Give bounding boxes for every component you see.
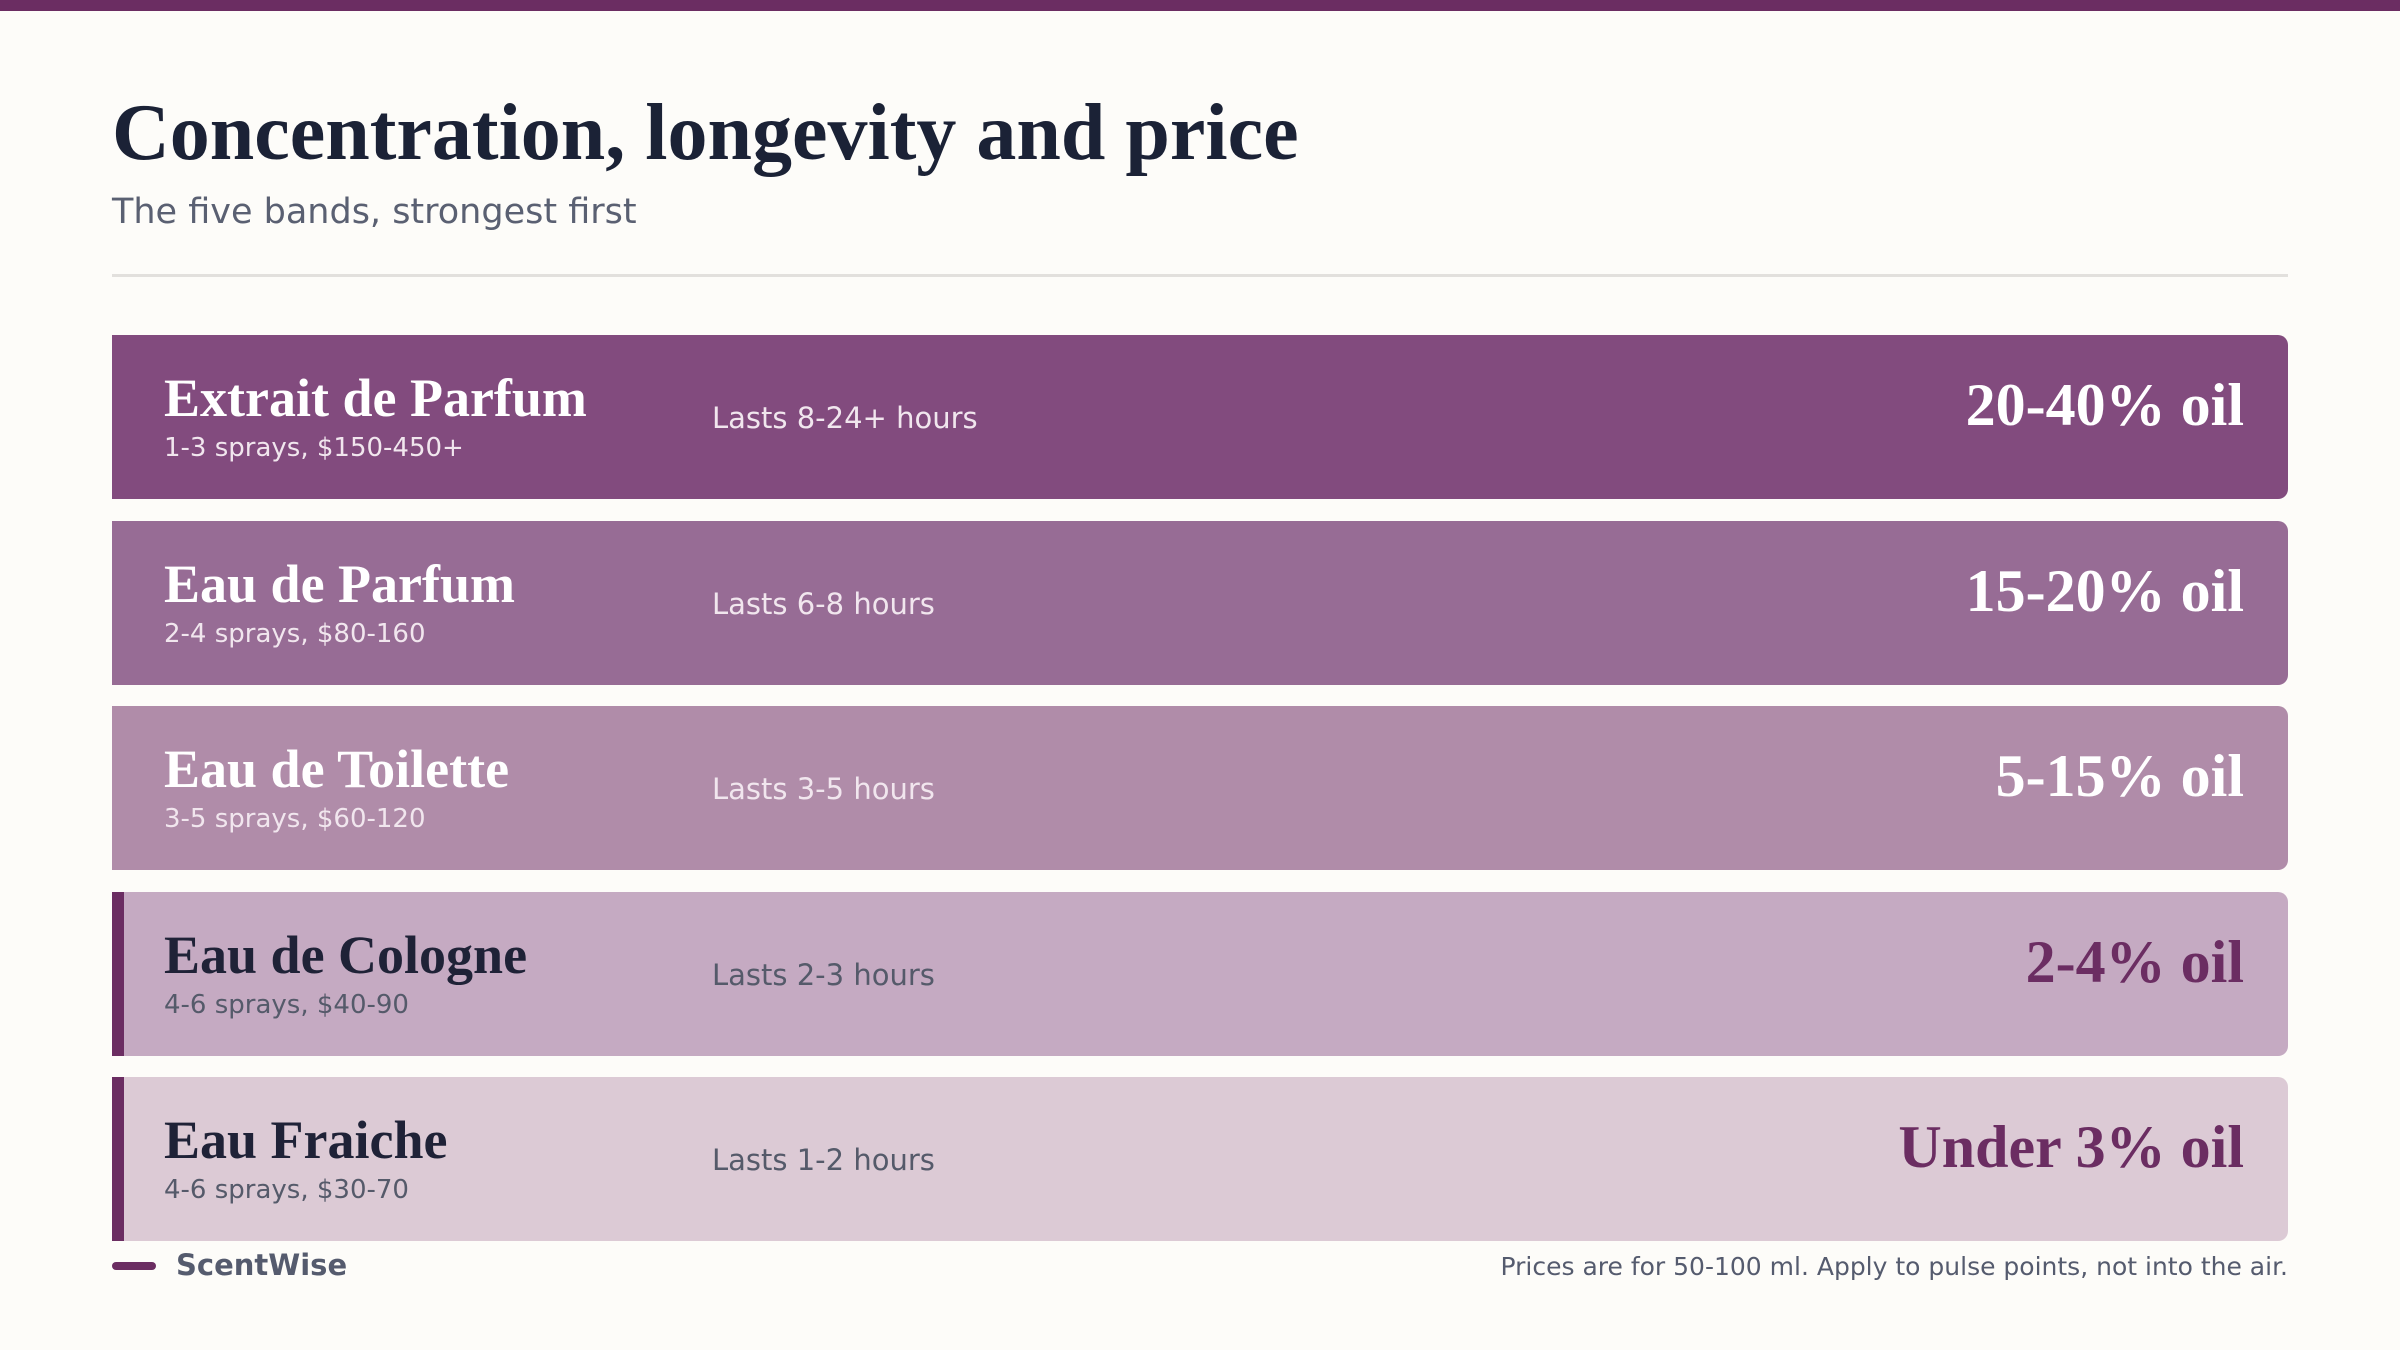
band-row: Eau Fraiche 4-6 sprays, $30-70 Lasts 1-2 h…: [112, 1077, 2288, 1241]
band-longevity: Lasts 3-5 hours: [712, 772, 935, 806]
band-longevity: Lasts 1-2 hours: [712, 1143, 935, 1177]
band-longevity: Lasts 2-3 hours: [712, 957, 935, 992]
subtitle: The five bands, strongest first: [112, 192, 637, 232]
band-detail: 4-6 sprays, $30-70: [164, 1175, 409, 1205]
band-longevity: Lasts 6-8 hours: [712, 586, 935, 621]
band-name: Eau Fraiche: [164, 1110, 448, 1170]
band-detail: 2-4 sprays, $80-160: [164, 618, 426, 649]
band-concentration: 20-40% oil: [1965, 372, 2244, 438]
band-longevity: Lasts 8-24+ hours: [712, 401, 978, 435]
row-accent: [112, 520, 124, 685]
row-accent: [112, 335, 124, 499]
band-row: Extrait de Parfum 1-3 sprays, $150-450+ La…: [112, 335, 2288, 499]
band-detail: 4-6 sprays, $40-90: [164, 989, 409, 1020]
band-name: Eau de Parfum: [164, 553, 515, 614]
band-concentration: 15-20% oil: [1965, 557, 2244, 624]
band-concentration: 5-15% oil: [1995, 743, 2244, 809]
band-row: Eau de Cologne 4-6 sprays, $40-90 Lasts 2-…: [112, 891, 2288, 1056]
brand: ScentWise: [176, 1248, 348, 1282]
band-name: Eau de Cologne: [164, 924, 528, 985]
title: Concentration, longevity and price: [112, 89, 1299, 177]
top-bar: [0, 0, 2400, 11]
band-concentration: 2-4% oil: [2025, 928, 2244, 995]
row-accent: [112, 891, 124, 1056]
band-name: Extrait de Parfum: [164, 368, 587, 428]
band-row: Eau de Toilette 3-5 sprays, $60-120 Lasts …: [112, 706, 2288, 870]
band-detail: 1-3 sprays, $150-450+: [164, 433, 464, 463]
row-accent: [112, 706, 124, 870]
band-row: Eau de Parfum 2-4 sprays, $80-160 Lasts 6-…: [112, 520, 2288, 685]
band-concentration: Under 3% oil: [1898, 1114, 2244, 1180]
brand-line: [112, 1262, 156, 1270]
footer-note: Prices are for 50-100 ml. Apply to pulse…: [1500, 1252, 2289, 1281]
band-detail: 3-5 sprays, $60-120: [164, 804, 426, 834]
row-accent: [112, 1077, 124, 1241]
divider: [112, 274, 2288, 277]
band-name: Eau de Toilette: [164, 739, 510, 799]
